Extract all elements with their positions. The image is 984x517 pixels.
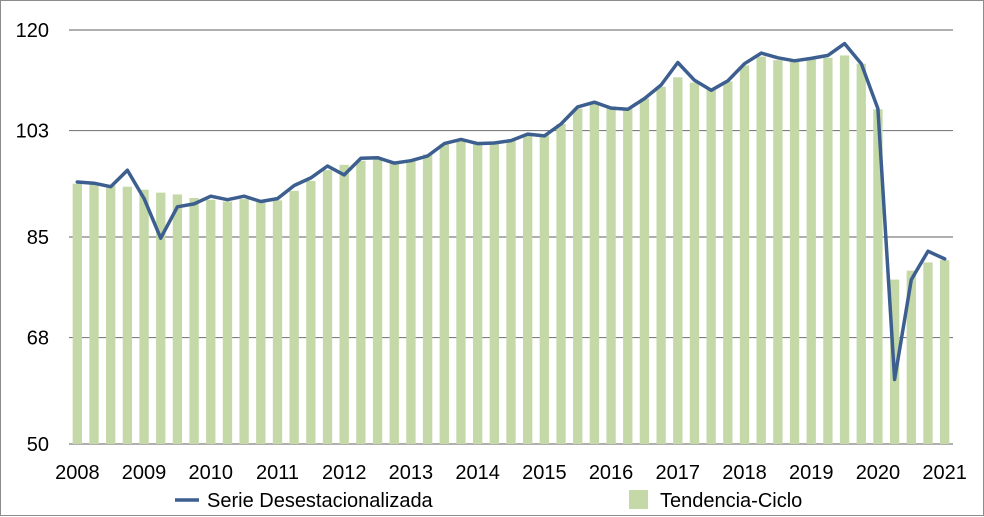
- bar: [639, 98, 650, 444]
- bar: [239, 199, 249, 444]
- bar: [856, 63, 866, 445]
- bar: [406, 160, 416, 444]
- x-tick-label: 2013: [389, 462, 434, 484]
- legend: Serie Desestacionalizada Tendencia-Ciclo: [175, 490, 802, 512]
- legend-label-bar: Tendencia-Ciclo: [660, 490, 802, 512]
- bar: [456, 140, 466, 444]
- bar: [723, 81, 733, 444]
- bar: [556, 124, 566, 444]
- bar: [89, 184, 99, 444]
- bar: [72, 183, 83, 444]
- bar: [156, 192, 166, 444]
- legend-bar-swatch: [629, 490, 648, 509]
- bar: [706, 89, 716, 444]
- bar: [489, 141, 499, 444]
- x-tick-label: 2008: [55, 462, 100, 484]
- bar: [206, 199, 216, 444]
- x-tick-label: 2014: [455, 462, 500, 484]
- x-tick-label: 2019: [789, 462, 834, 484]
- bar: [289, 190, 299, 444]
- bar: [906, 270, 916, 444]
- bar: [172, 194, 183, 444]
- bar: [189, 197, 199, 444]
- bar: [422, 154, 433, 444]
- bar: [356, 160, 366, 444]
- bar: [739, 65, 750, 444]
- bar: [439, 144, 449, 444]
- line-series: [75, 41, 947, 382]
- bar: [122, 186, 133, 444]
- bar: [506, 139, 516, 444]
- bar: [339, 164, 349, 445]
- bar: [472, 141, 483, 444]
- bar: [589, 103, 600, 444]
- x-axis-ticks: 2008 2009 2010 2011 2012 2013 2014 2015 2016 2017…: [55, 462, 967, 484]
- bar: [139, 189, 149, 444]
- bar: [389, 161, 399, 444]
- bar: [806, 59, 816, 444]
- x-tick-label: 2011: [256, 462, 299, 484]
- bar: [789, 61, 800, 445]
- bar: [656, 86, 666, 444]
- bar: [689, 82, 700, 444]
- y-tick-label: 85: [27, 227, 49, 249]
- bar: [272, 200, 283, 444]
- bar: [923, 262, 933, 444]
- bar: [256, 201, 266, 444]
- x-tick-label: 2021: [922, 462, 967, 484]
- y-axis-ticks: 120 103 85 68 50: [16, 20, 49, 456]
- bar: [823, 57, 833, 444]
- bar: [322, 170, 333, 444]
- x-tick-label: 2010: [189, 462, 234, 484]
- bar: [623, 108, 633, 444]
- bar: [873, 109, 883, 444]
- bar: [673, 77, 683, 445]
- bar: [306, 180, 316, 445]
- bar: [606, 106, 616, 445]
- legend-label-line: Serie Desestacionalizada: [207, 490, 434, 512]
- y-tick-label: 120: [16, 20, 49, 42]
- bar: [523, 134, 533, 444]
- x-tick-label: 2017: [656, 462, 701, 484]
- bar-series: [72, 55, 950, 445]
- series-line: [75, 41, 947, 382]
- x-tick-label: 2012: [322, 462, 367, 484]
- x-tick-label: 2018: [722, 462, 767, 484]
- bar: [372, 157, 383, 444]
- x-tick-label: 2020: [856, 462, 901, 484]
- bar: [106, 185, 116, 444]
- bar: [539, 134, 550, 444]
- y-tick-label: 68: [27, 328, 49, 350]
- bar: [939, 260, 950, 444]
- y-tick-label: 103: [16, 121, 49, 143]
- y-tick-label: 50: [27, 434, 49, 456]
- x-tick-label: 2009: [122, 462, 167, 484]
- bar: [839, 55, 850, 444]
- bar: [222, 201, 233, 444]
- bar: [573, 108, 583, 444]
- x-tick-label: 2015: [522, 462, 567, 484]
- x-tick-label: 2016: [589, 462, 634, 484]
- bar: [756, 56, 766, 444]
- bar: [773, 60, 783, 445]
